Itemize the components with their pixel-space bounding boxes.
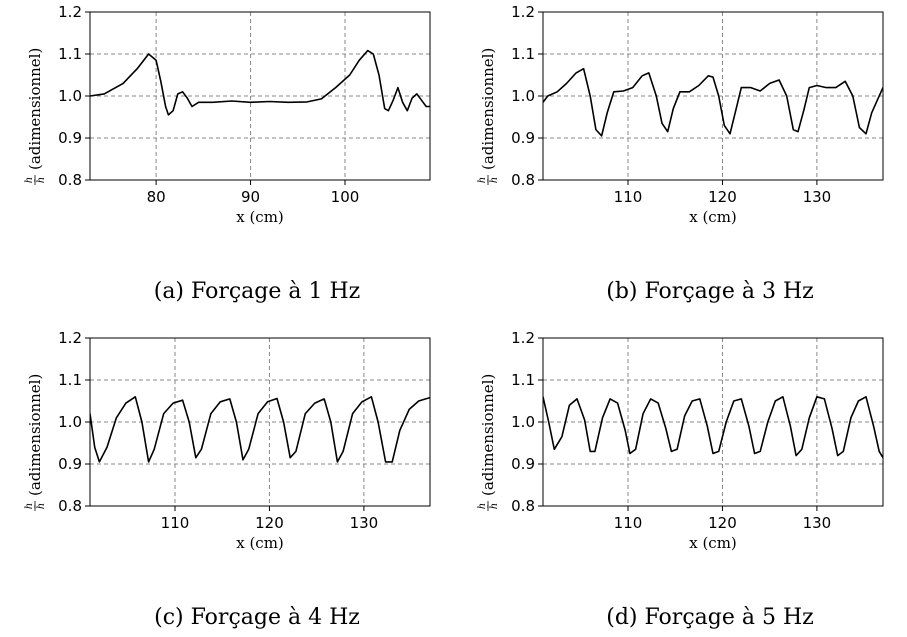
chart-c: 110 120 130 0.8 0.9 1.0 1.1 1.2 x (cm) h h̄ (adimen…	[24, 329, 431, 630]
y-tick-label-a: 1.0	[58, 87, 82, 105]
x-tick-label-a: 100	[331, 188, 360, 206]
x-tick-label-a: 80	[147, 188, 166, 206]
x-tick-label-d: 130	[803, 514, 832, 532]
y-axis-label-a: h h̄ (adimensionnel)	[24, 48, 47, 185]
y-tick-label-b: 0.8	[511, 171, 535, 189]
y-label-numerator-a: h	[24, 177, 35, 183]
y-tick-label-c: 0.8	[58, 497, 82, 515]
y-label-text-c: (adimensionnel)	[26, 374, 44, 496]
y-tick-label-c: 1.2	[58, 329, 82, 347]
y-tick-label-a: 1.2	[58, 3, 82, 21]
plot-frame-b	[542, 11, 884, 181]
x-axis-label-d: x (cm)	[689, 534, 737, 552]
x-tick-label-d: 110	[614, 514, 643, 532]
y-label-denominator-b: h̄	[488, 177, 500, 183]
series-line-d	[543, 396, 883, 459]
chart-panel-d: 110 120 130 0.8 0.9 1.0 1.1 1.2 x (cm) h h̄ (adimen…	[453, 326, 906, 637]
x-tick-label-b: 110	[614, 188, 643, 206]
y-label-numerator-c: h	[24, 503, 35, 509]
x-tick-label-a: 90	[241, 188, 260, 206]
x-tick-label-c: 130	[350, 514, 379, 532]
x-tick-label-b: 120	[708, 188, 737, 206]
x-tick-label-c: 120	[255, 514, 284, 532]
series-line-c	[90, 396, 430, 463]
y-tick-label-a: 0.8	[58, 171, 82, 189]
series-line-a	[90, 49, 430, 116]
caption-b: (b) Forçage à 3 Hz	[606, 279, 813, 304]
y-label-numerator-d: h	[477, 503, 488, 509]
plot-frame-c	[89, 337, 431, 507]
y-tick-label-c: 1.1	[58, 371, 82, 389]
y-tick-label-b: 0.9	[511, 129, 535, 147]
y-axis-label-b: h h̄ (adimensionnel)	[477, 48, 500, 185]
y-tick-label-b: 1.2	[511, 3, 535, 21]
y-axis-label-d: h h̄ (adimensionnel)	[477, 374, 500, 511]
y-label-text-b: (adimensionnel)	[479, 48, 497, 170]
y-tick-label-d: 0.8	[511, 497, 535, 515]
x-axis-label-c: x (cm)	[236, 534, 284, 552]
plot-frame-d	[542, 337, 884, 507]
caption-d: (d) Forçage à 5 Hz	[606, 605, 813, 630]
x-tick-label-b: 130	[803, 188, 832, 206]
chart-panel-b: 110 120 130 0.8 0.9 1.0 1.1 1.2 x (cm) h h̄ (adimen…	[453, 0, 906, 311]
y-tick-label-b: 1.0	[511, 87, 535, 105]
x-tick-label-d: 120	[708, 514, 737, 532]
y-tick-label-d: 1.1	[511, 371, 535, 389]
x-axis-label-a: x (cm)	[236, 208, 284, 226]
x-axis-label-b: x (cm)	[689, 208, 737, 226]
series-line-b	[543, 67, 883, 137]
chart-d: 110 120 130 0.8 0.9 1.0 1.1 1.2 x (cm) h h̄ (adimen…	[477, 329, 884, 630]
y-tick-label-d: 1.2	[511, 329, 535, 347]
y-label-text-d: (adimensionnel)	[479, 374, 497, 496]
y-label-denominator-d: h̄	[488, 503, 500, 509]
chart-panel-c: 110 120 130 0.8 0.9 1.0 1.1 1.2 x (cm) h h̄ (adimen…	[0, 326, 453, 637]
y-tick-label-c: 1.0	[58, 413, 82, 431]
y-tick-label-a: 0.9	[58, 129, 82, 147]
chart-b: 110 120 130 0.8 0.9 1.0 1.1 1.2 x (cm) h h̄ (adimen…	[477, 3, 884, 304]
x-tick-label-c: 110	[161, 514, 190, 532]
chart-panel-a: 80 90 100 0.8 0.9 1.0 1.1 1.2 x (cm) h h̄ (adimensi…	[0, 0, 453, 311]
caption-c: (c) Forçage à 4 Hz	[154, 605, 360, 630]
y-tick-label-c: 0.9	[58, 455, 82, 473]
y-axis-label-c: h h̄ (adimensionnel)	[24, 374, 47, 511]
y-tick-label-a: 1.1	[58, 45, 82, 63]
y-label-numerator-b: h	[477, 177, 488, 183]
y-tick-label-d: 0.9	[511, 455, 535, 473]
y-label-denominator-c: h̄	[35, 503, 47, 509]
y-tick-label-b: 1.1	[511, 45, 535, 63]
caption-a: (a) Forçage à 1 Hz	[154, 279, 361, 304]
y-label-denominator-a: h̄	[35, 177, 47, 183]
y-tick-label-d: 1.0	[511, 413, 535, 431]
chart-a: 80 90 100 0.8 0.9 1.0 1.1 1.2 x (cm) h h̄ (adimensi…	[24, 3, 431, 304]
plot-frame-a	[89, 11, 431, 181]
y-label-text-a: (adimensionnel)	[26, 48, 44, 170]
